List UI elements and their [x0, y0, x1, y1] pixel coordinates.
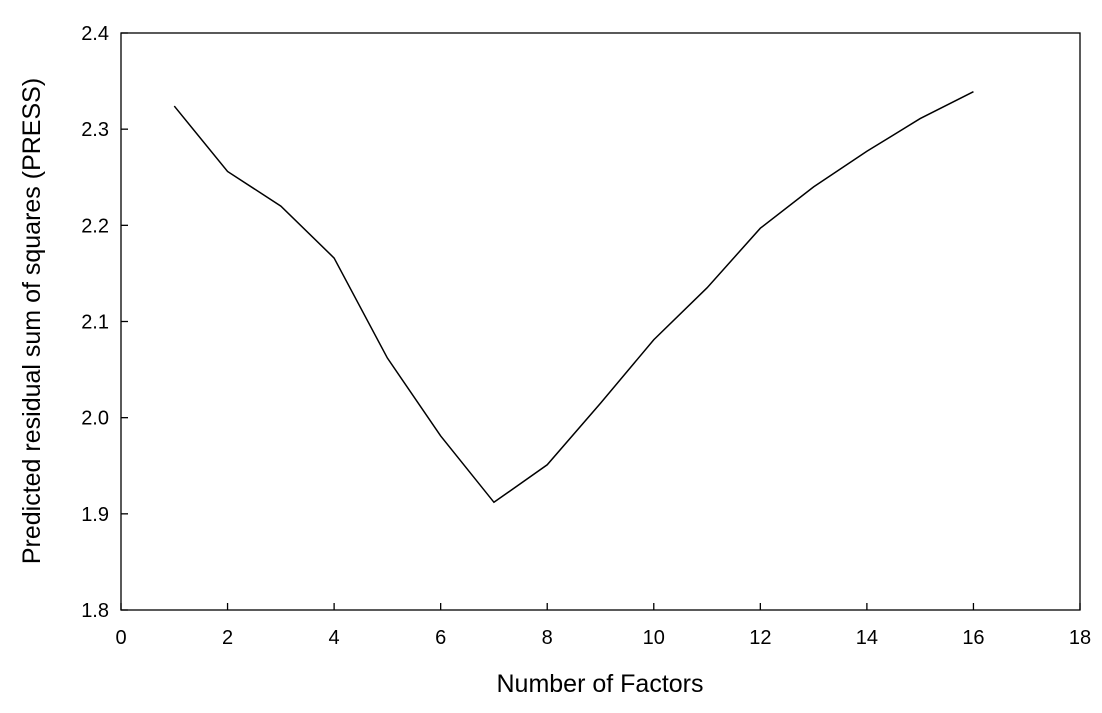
y-tick-label: 2.2	[81, 215, 109, 237]
y-axis-label: Predicted residual sum of squares (PRESS…	[18, 78, 46, 564]
data-line	[173, 90, 974, 504]
x-tick-label: 2	[222, 627, 233, 649]
x-tick-label: 4	[329, 627, 340, 649]
x-tick-label: 12	[749, 627, 771, 649]
y-tick-label: 2.0	[81, 408, 109, 430]
x-tick-label: 14	[856, 627, 878, 649]
x-tick-label: 8	[542, 627, 553, 649]
y-tick-label: 2.4	[81, 23, 109, 45]
x-tick-label: 18	[1069, 627, 1091, 649]
x-tick-label: 6	[435, 627, 446, 649]
y-tick-label: 1.9	[81, 504, 109, 526]
x-tick-label: 0	[115, 627, 126, 649]
y-tick-label: 1.8	[81, 600, 109, 622]
x-tick-label: 16	[962, 627, 984, 649]
x-axis-label: Number of Factors	[496, 670, 703, 698]
y-tick-label: 2.3	[81, 119, 109, 141]
x-tick-label: 10	[643, 627, 665, 649]
plot-frame	[120, 32, 1081, 611]
y-tick-label: 2.1	[81, 312, 109, 334]
